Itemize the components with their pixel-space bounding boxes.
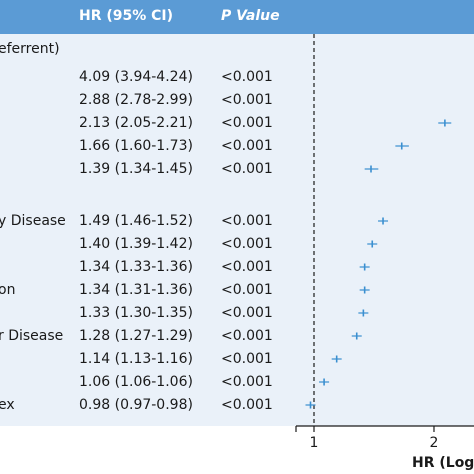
row-p-value: <0.001: [221, 92, 273, 108]
row-hr-ci: 1.06 (1.06-1.06): [79, 374, 193, 390]
row-hr-ci: 1.66 (1.60-1.73): [79, 138, 193, 154]
row-p-value: <0.001: [221, 138, 273, 154]
x-tick-label: 2: [430, 435, 439, 451]
row-label: ex: [0, 397, 15, 413]
row-hr-ci: 4.09 (3.94-4.24): [79, 69, 193, 85]
header-p-value: P Value: [221, 8, 280, 24]
row-p-value: <0.001: [221, 374, 273, 390]
row-hr-ci: 1.34 (1.31-1.36): [79, 282, 193, 298]
row-hr-ci: 1.49 (1.46-1.52): [79, 213, 193, 229]
row-hr-ci: 1.33 (1.30-1.35): [79, 305, 193, 321]
row-hr-ci: 1.40 (1.39-1.42): [79, 236, 193, 252]
row-label: r Disease: [0, 328, 64, 344]
row-p-value: <0.001: [221, 397, 273, 413]
row-p-value: <0.001: [221, 351, 273, 367]
row-hr-ci: 0.98 (0.97-0.98): [79, 397, 193, 413]
row-p-value: <0.001: [221, 282, 273, 298]
row-label: on: [0, 282, 16, 298]
row-p-value: <0.001: [221, 305, 273, 321]
row-hr-ci: 1.34 (1.33-1.36): [79, 259, 193, 275]
row-label: y Disease: [0, 213, 66, 229]
row-hr-ci: 1.39 (1.34-1.45): [79, 161, 193, 177]
row-hr-ci: 2.88 (2.78-2.99): [79, 92, 193, 108]
header-hr-ci: HR (95% CI): [79, 8, 174, 24]
row-hr-ci: 2.13 (2.05-2.21): [79, 115, 193, 131]
x-axis-label: HR (Log): [412, 455, 474, 471]
row-p-value: <0.001: [221, 328, 273, 344]
row-p-value: <0.001: [221, 236, 273, 252]
row-hr-ci: 1.14 (1.13-1.16): [79, 351, 193, 367]
row-p-value: <0.001: [221, 259, 273, 275]
row-hr-ci: 1.28 (1.27-1.29): [79, 328, 193, 344]
row-p-value: <0.001: [221, 69, 273, 85]
forest-plot-panel: [0, 34, 474, 426]
row-p-value: <0.001: [221, 213, 273, 229]
x-tick-label: 1: [310, 435, 319, 451]
group-label: eferrent): [0, 41, 60, 57]
row-p-value: <0.001: [221, 115, 273, 131]
row-p-value: <0.001: [221, 161, 273, 177]
table-header: HR (95% CI) P Value: [0, 0, 474, 34]
